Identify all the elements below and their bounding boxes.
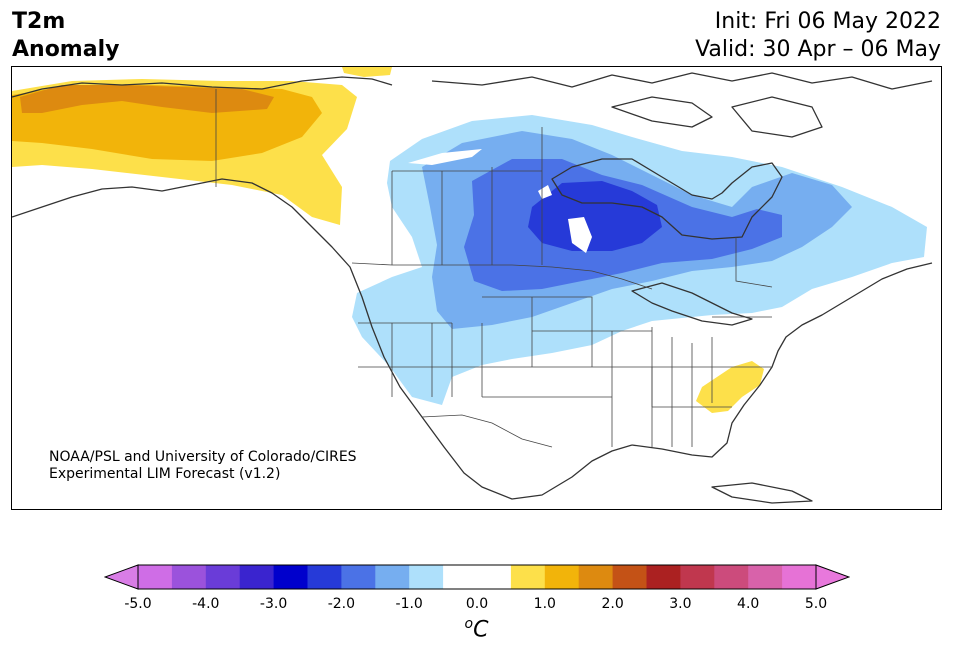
colorbar-tick-label: 3.0 (669, 596, 692, 612)
colorbar-swatch (612, 565, 647, 589)
lake-patch-3 (538, 185, 552, 199)
warm-anomaly-north-yukon (342, 67, 392, 77)
colorbar-tick-label: -2.0 (327, 596, 356, 612)
colorbar-frame (137, 564, 817, 590)
colorbar-over-arrow (815, 564, 851, 590)
borders (215, 89, 773, 448)
colorbar-tick-label: 1.0 (533, 596, 556, 612)
colorbar-tick-label: -5.0 (124, 596, 152, 612)
forecast-dates: Init: Fri 06 May 2022 Valid: 30 Apr – 06… (695, 8, 941, 64)
canada-provinces (391, 127, 543, 265)
colorbar-swatch (748, 565, 783, 589)
us-states-east (651, 316, 772, 447)
colorbar-swatch (544, 565, 580, 589)
anomaly-map (12, 67, 933, 504)
colorbar-unit: oC (0, 616, 953, 642)
colorbar-swatch (409, 565, 444, 589)
lake-patch-1 (408, 149, 482, 165)
colorbar-swatch (307, 565, 342, 589)
valid-range: Valid: 30 Apr – 06 May (695, 37, 941, 62)
great-lakes (631, 282, 753, 326)
colorbar-tick-label: -3.0 (259, 596, 288, 612)
coastlines (12, 72, 933, 504)
forecast-credit: NOAA/PSL and University of Colorado/CIRE… (49, 449, 357, 483)
quebec-border (735, 237, 773, 288)
colorbar-swatch (375, 565, 410, 589)
map-title: T2m Anomaly (12, 8, 119, 64)
mexico-border (421, 414, 553, 448)
colorbar (103, 562, 851, 592)
unit-celsius: C (473, 617, 489, 643)
us-states-west (358, 322, 483, 397)
colorbar-swatch (477, 565, 512, 589)
alaska-south-coast (12, 178, 633, 500)
colorbar-swatch (205, 565, 241, 589)
arctic-islands-3 (731, 96, 823, 138)
arctic-islands (431, 72, 933, 90)
colorbar-swatch (138, 565, 173, 589)
colorbar-tick-label: 2.0 (601, 596, 624, 612)
cuba (711, 482, 813, 504)
colorbar-swatch (239, 565, 275, 589)
cold-anomaly-strongest (528, 181, 662, 251)
arctic-islands-2 (611, 96, 713, 128)
credit-line-2: Experimental LIM Forecast (v1.2) (49, 466, 281, 482)
title-line-1: T2m (12, 9, 66, 34)
us-canada-border (351, 262, 653, 290)
colorbar-tick-label: 0.0 (465, 596, 489, 612)
hudson-bay-coast (551, 158, 783, 240)
lake-patch-2 (568, 217, 592, 253)
colorbar-swatch (273, 565, 308, 589)
warm-anomaly-alaska-strong (20, 85, 274, 113)
colorbar-swatch (782, 565, 817, 589)
colorbar-swatch (510, 565, 546, 589)
unit-degree: o (464, 616, 474, 632)
colorbar-swatch (578, 565, 614, 589)
title-line-2: Anomaly (12, 37, 120, 62)
warm-anomaly-carolinas (696, 361, 764, 413)
gulf-coast (631, 262, 933, 458)
colorbar-swatch (680, 565, 715, 589)
colorbar-swatch (443, 565, 478, 589)
alaska-coast (12, 76, 393, 98)
colorbar-tick-label: -4.0 (192, 596, 220, 612)
colorbar-graphic (103, 564, 851, 590)
colorbar-swatch (341, 565, 376, 589)
map-panel (11, 66, 942, 510)
credit-line-1: NOAA/PSL and University of Colorado/CIRE… (49, 449, 357, 465)
colorbar-tick-label: -1.0 (395, 596, 423, 612)
colorbar-swatch (171, 565, 207, 589)
init-date: Init: Fri 06 May 2022 (714, 9, 941, 34)
colorbar-ticks: -5.0 -4.0 -3.0 -2.0 -1.0 0.0 1.0 2.0 3.0 4.0 5.0 (0, 596, 953, 616)
colorbar-swatch (646, 565, 681, 589)
colorbar-tick-label: 5.0 (804, 596, 828, 612)
colorbar-tick-label: 4.0 (737, 596, 760, 612)
colorbar-swatch (714, 565, 749, 589)
colorbar-under-arrow (103, 564, 139, 590)
